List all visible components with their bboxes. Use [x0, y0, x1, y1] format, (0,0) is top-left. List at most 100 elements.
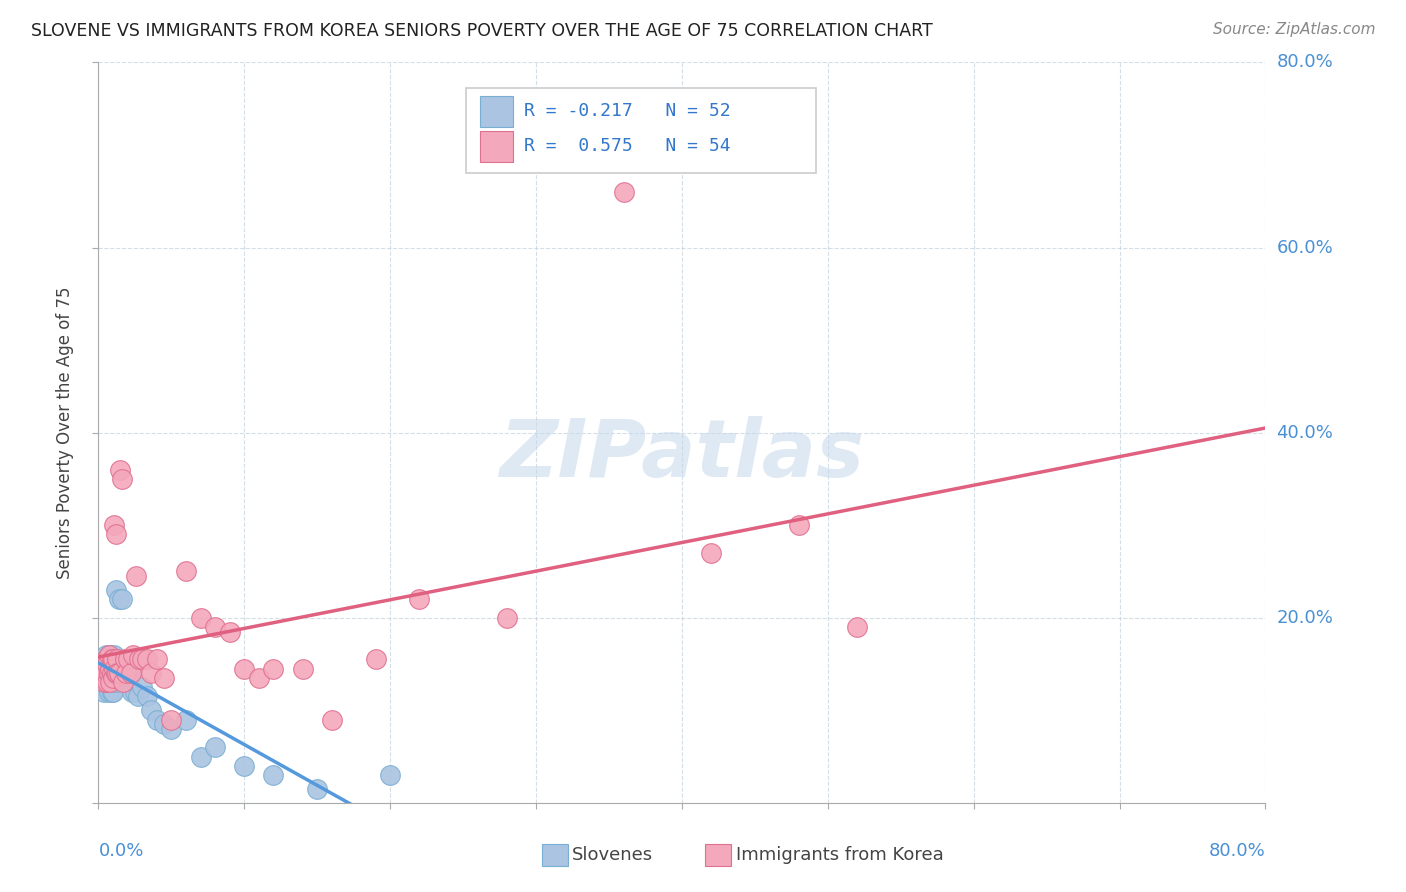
- Text: R = -0.217   N = 52: R = -0.217 N = 52: [524, 102, 731, 120]
- Point: [233, 662, 256, 676]
- Point: [787, 518, 810, 533]
- Point: [108, 592, 131, 607]
- Point: [125, 569, 148, 583]
- Point: [122, 648, 145, 662]
- Point: [91, 666, 114, 681]
- Point: [94, 666, 117, 681]
- Point: [93, 675, 115, 690]
- Point: [96, 675, 118, 690]
- Point: [174, 565, 197, 579]
- Point: [160, 722, 183, 736]
- Text: Immigrants from Korea: Immigrants from Korea: [735, 846, 943, 863]
- Point: [100, 652, 122, 666]
- Point: [97, 666, 120, 681]
- Point: [262, 662, 284, 676]
- Point: [218, 624, 240, 639]
- Point: [321, 713, 343, 727]
- Point: [121, 685, 143, 699]
- Point: [160, 713, 183, 727]
- Point: [117, 652, 139, 666]
- Point: [124, 685, 146, 699]
- Point: [105, 652, 128, 666]
- Point: [97, 648, 120, 662]
- Point: [91, 675, 114, 690]
- Point: [128, 652, 150, 666]
- Point: [247, 671, 270, 685]
- Point: [101, 671, 124, 685]
- Point: [364, 652, 387, 666]
- Text: 20.0%: 20.0%: [1277, 608, 1333, 627]
- Point: [98, 662, 121, 676]
- Point: [120, 666, 142, 681]
- Point: [131, 680, 153, 694]
- Point: [97, 666, 120, 681]
- Bar: [706, 844, 731, 866]
- Point: [291, 662, 314, 676]
- Point: [135, 690, 157, 704]
- Point: [190, 610, 212, 624]
- Point: [103, 662, 125, 676]
- Point: [114, 671, 136, 685]
- Point: [96, 657, 118, 671]
- Point: [110, 462, 132, 476]
- Point: [120, 666, 142, 681]
- Point: [233, 758, 256, 772]
- Text: R =  0.575   N = 54: R = 0.575 N = 54: [524, 137, 731, 155]
- Point: [94, 666, 117, 681]
- Point: [153, 671, 176, 685]
- Bar: [479, 95, 513, 127]
- Point: [105, 666, 128, 681]
- Point: [105, 666, 128, 681]
- Point: [131, 652, 153, 666]
- Point: [98, 675, 121, 690]
- Point: [101, 685, 124, 699]
- Point: [96, 652, 118, 666]
- Bar: [541, 844, 568, 866]
- Point: [153, 717, 176, 731]
- Point: [103, 518, 125, 533]
- Text: 40.0%: 40.0%: [1277, 424, 1333, 442]
- Point: [100, 666, 122, 681]
- Point: [139, 666, 162, 681]
- Point: [115, 666, 138, 681]
- Point: [93, 685, 115, 699]
- Point: [111, 472, 134, 486]
- Point: [103, 648, 125, 662]
- Point: [94, 652, 117, 666]
- Point: [380, 768, 402, 782]
- FancyBboxPatch shape: [465, 88, 815, 173]
- Point: [118, 671, 141, 685]
- Point: [146, 652, 169, 666]
- Point: [100, 666, 122, 681]
- Point: [127, 690, 149, 704]
- Text: SLOVENE VS IMMIGRANTS FROM KOREA SENIORS POVERTY OVER THE AGE OF 75 CORRELATION : SLOVENE VS IMMIGRANTS FROM KOREA SENIORS…: [31, 22, 932, 40]
- Point: [97, 685, 120, 699]
- Point: [612, 185, 634, 199]
- Point: [104, 675, 127, 690]
- Point: [190, 749, 212, 764]
- Point: [110, 662, 132, 676]
- Point: [94, 675, 117, 690]
- Point: [105, 652, 128, 666]
- Point: [98, 657, 121, 671]
- Point: [114, 652, 136, 666]
- Text: ZIPatlas: ZIPatlas: [499, 416, 865, 494]
- Point: [101, 652, 124, 666]
- Point: [100, 685, 122, 699]
- Point: [496, 610, 519, 624]
- Point: [146, 713, 169, 727]
- Point: [98, 675, 121, 690]
- Point: [94, 648, 117, 662]
- Point: [139, 703, 162, 717]
- Text: 0.0%: 0.0%: [98, 842, 143, 860]
- Point: [93, 657, 115, 671]
- Point: [101, 675, 124, 690]
- Text: Slovenes: Slovenes: [572, 846, 654, 863]
- Point: [307, 781, 329, 796]
- Point: [112, 675, 135, 690]
- Point: [262, 768, 284, 782]
- Point: [846, 620, 869, 634]
- Point: [104, 582, 127, 597]
- Point: [101, 652, 124, 666]
- Point: [408, 592, 430, 607]
